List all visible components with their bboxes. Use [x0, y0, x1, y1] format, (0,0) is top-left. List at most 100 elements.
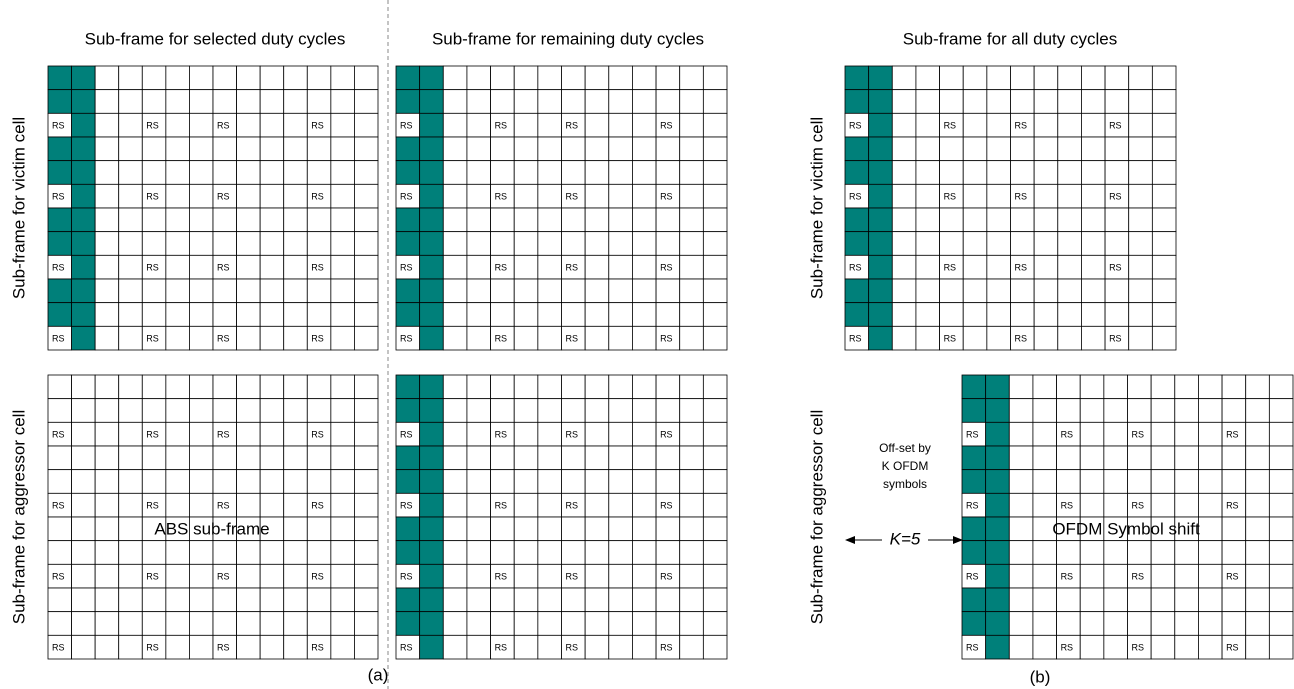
- resource-cell: [395, 398, 421, 423]
- resource-cell: [844, 65, 870, 91]
- resource-cell: [141, 398, 167, 423]
- resource-cell: [844, 160, 870, 185]
- resource-cell: [189, 611, 214, 636]
- resource-cell: [1151, 325, 1177, 351]
- rs-label: RS: [495, 643, 508, 653]
- resource-cell: [330, 65, 355, 91]
- resource-cell: [1079, 492, 1105, 518]
- resource-cell: [1079, 469, 1105, 494]
- resource-cell: [1056, 374, 1081, 400]
- rs-label: RS: [217, 430, 230, 440]
- resource-cell: [655, 398, 681, 423]
- resource-cell: [395, 516, 421, 542]
- resource-cell: [537, 231, 562, 256]
- resource-cell: [1081, 160, 1106, 185]
- resource-cell: [165, 160, 190, 185]
- resource-cell: [236, 89, 261, 114]
- resource-cell: [985, 563, 1010, 589]
- resource-cell: [1081, 89, 1106, 114]
- resource-cell: [141, 469, 167, 494]
- resource-cell: [679, 231, 704, 256]
- resource-cell: [283, 183, 308, 209]
- resource-cell: [212, 160, 237, 185]
- resource-cell: [490, 611, 515, 636]
- resource-cell: [985, 398, 1010, 423]
- resource-cell: [537, 398, 562, 423]
- resource-cell: [71, 112, 96, 138]
- resource-cell: [868, 302, 893, 327]
- resource-cell: [1104, 302, 1130, 327]
- resource-cell: [679, 136, 704, 162]
- resource-cell: [1128, 231, 1153, 256]
- resource-cell: [330, 421, 355, 447]
- resource-cell: [466, 325, 491, 351]
- resource-cell: [236, 492, 261, 518]
- resource-cell: [679, 469, 704, 494]
- resource-cell: [608, 207, 633, 233]
- resource-cell: [702, 89, 728, 114]
- resource-cell: [1245, 469, 1270, 494]
- resource-cell: [986, 302, 1011, 327]
- resource-cell: [118, 563, 143, 589]
- resource-cell: [608, 254, 633, 280]
- resource-cell: [354, 540, 379, 565]
- resource-cell: [1268, 611, 1294, 636]
- resource-cell: [608, 398, 633, 423]
- resource-cell: [1008, 516, 1034, 542]
- resource-cell: [844, 89, 870, 114]
- resource-cell: [419, 183, 444, 209]
- column-title: Sub-frame for remaining duty cycles: [432, 29, 704, 48]
- resource-cell: [679, 587, 704, 613]
- resource-cell: [985, 492, 1010, 518]
- resource-cell: [395, 136, 421, 162]
- resource-cell: [165, 278, 190, 304]
- resource-cell: [306, 516, 332, 542]
- row-label: Sub-frame for victim cell: [807, 117, 826, 299]
- resource-cell: [354, 445, 379, 471]
- resource-cell: [1221, 398, 1247, 423]
- resource-cell: [655, 302, 681, 327]
- resource-cell: [466, 183, 491, 209]
- resource-cell: [679, 398, 704, 423]
- resource-cell: [1032, 563, 1057, 589]
- resource-cell: [442, 587, 468, 613]
- resource-cell: [702, 183, 728, 209]
- resource-cell: [1127, 611, 1152, 636]
- rs-label: RS: [1226, 430, 1239, 440]
- resource-cell: [395, 469, 421, 494]
- resource-cell: [561, 587, 586, 613]
- resource-cell: [283, 611, 308, 636]
- resource-cell: [961, 540, 987, 565]
- resource-cell: [513, 421, 539, 447]
- resource-cell: [537, 136, 562, 162]
- resource-cell: [94, 516, 120, 542]
- resource-cell: [395, 540, 421, 565]
- resource-cell: [71, 89, 96, 114]
- resource-cell: [1268, 374, 1294, 400]
- resource-cell: [1032, 445, 1057, 471]
- resource-cell: [1268, 445, 1294, 471]
- rs-label: RS: [660, 263, 673, 273]
- resource-cell: [165, 207, 190, 233]
- rs-label: RS: [1226, 572, 1239, 582]
- rs-label: RS: [400, 263, 413, 273]
- resource-cell: [165, 374, 190, 400]
- resource-cell: [354, 469, 379, 494]
- resource-cell: [259, 89, 285, 114]
- resource-cell: [679, 421, 704, 447]
- rs-label: RS: [1061, 572, 1074, 582]
- resource-cell: [961, 445, 987, 471]
- resource-cell: [986, 278, 1011, 304]
- resource-cell: [537, 160, 562, 185]
- resource-cell: [466, 136, 491, 162]
- resource-cell: [71, 587, 96, 613]
- rs-label: RS: [1061, 430, 1074, 440]
- resource-cell: [1245, 634, 1270, 660]
- resource-cell: [513, 492, 539, 518]
- resource-cell: [236, 112, 261, 138]
- resource-cell: [94, 421, 120, 447]
- resource-cell: [330, 611, 355, 636]
- resource-cell: [118, 65, 143, 91]
- resource-cell: [466, 445, 491, 471]
- rs-label: RS: [1109, 121, 1122, 131]
